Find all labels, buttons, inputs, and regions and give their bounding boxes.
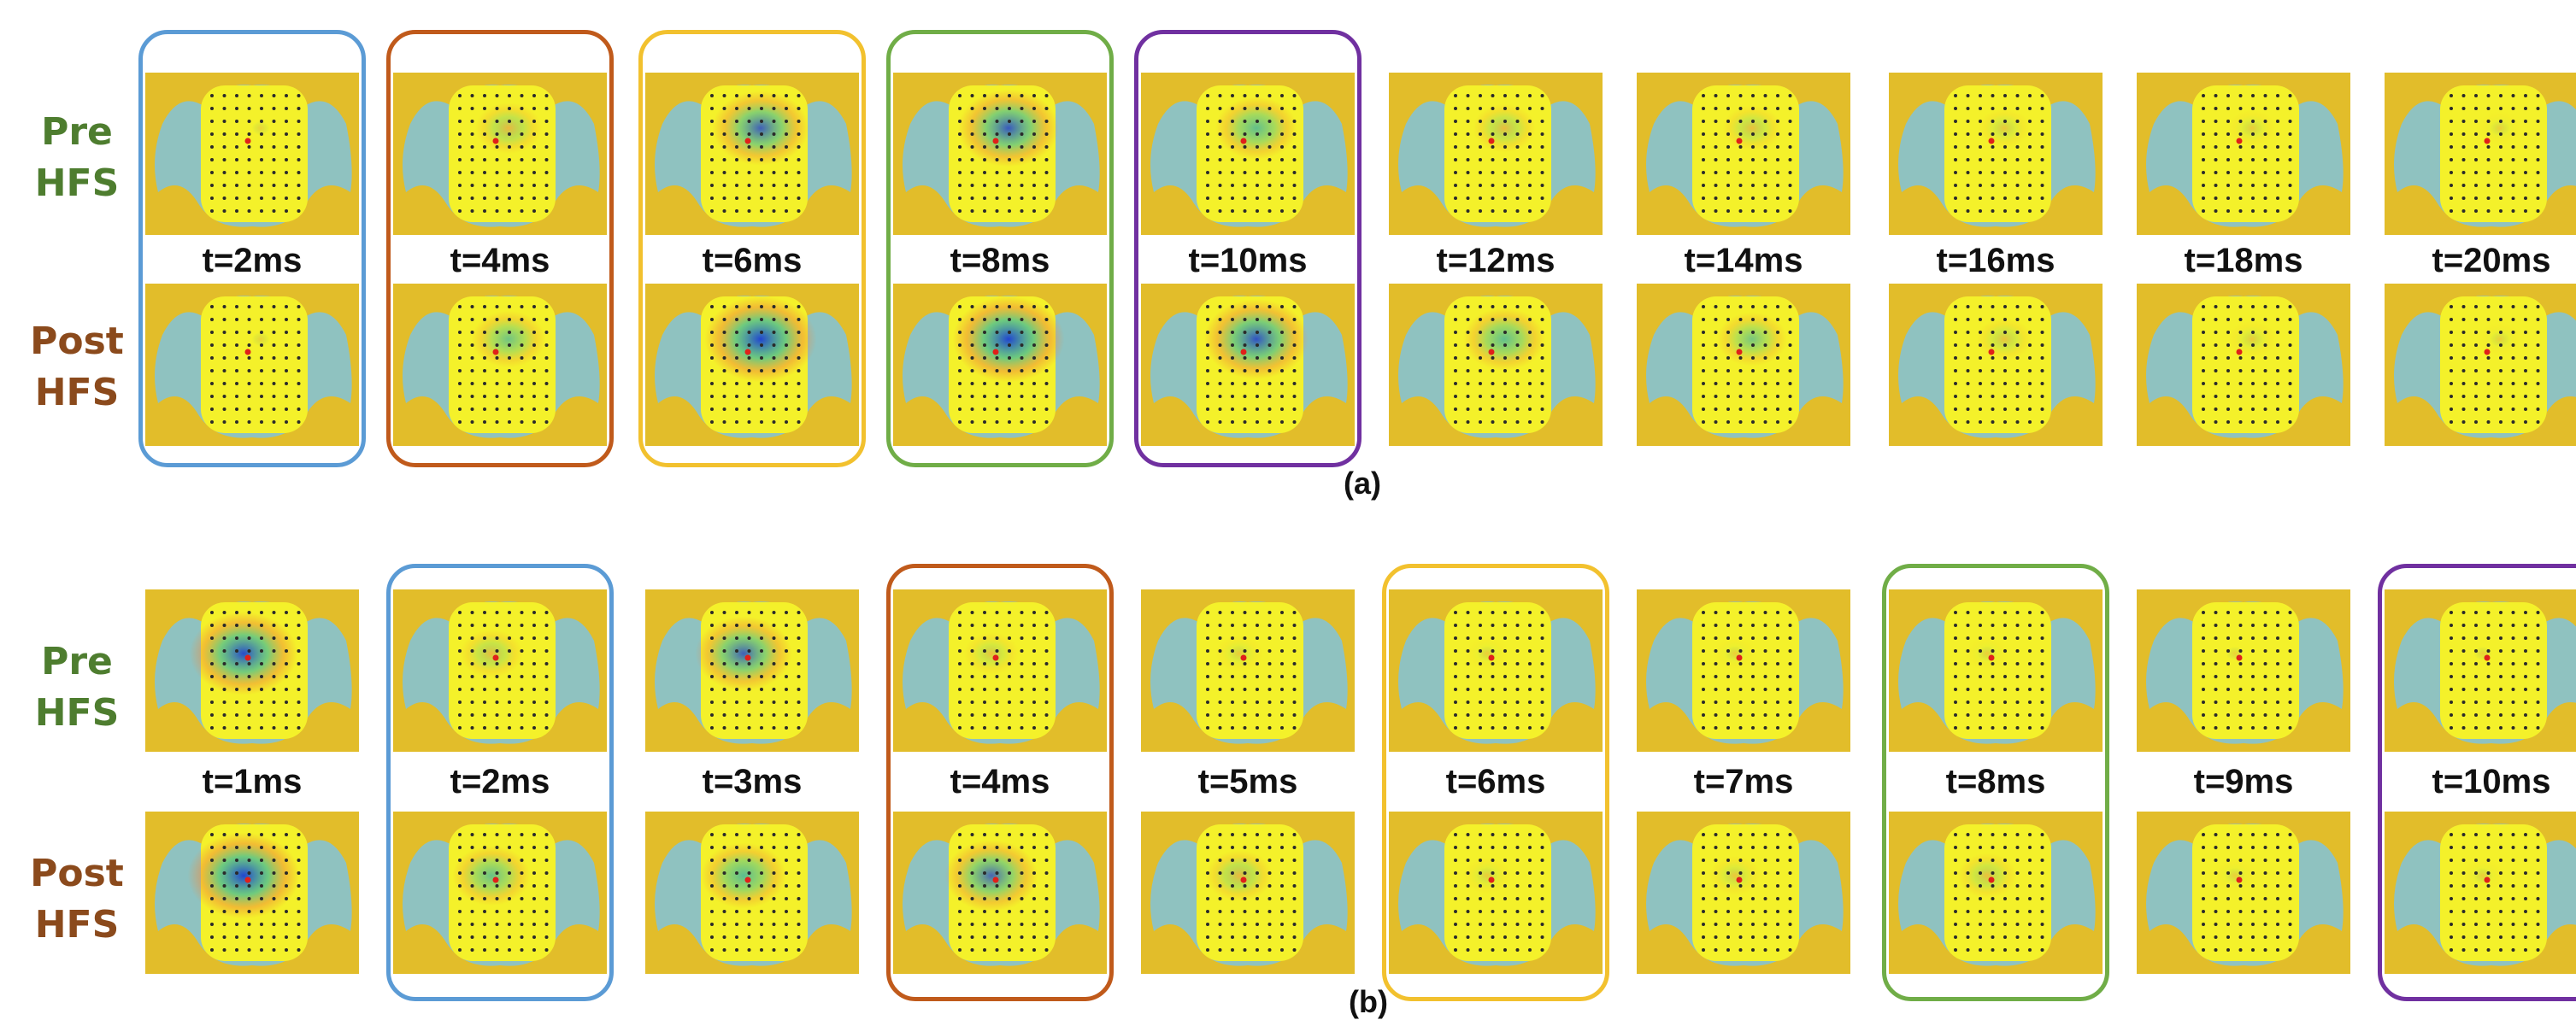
panel-a-post-label: Post HFS [17,316,137,419]
time-label: t=8ms [950,242,1050,279]
pre-label-line1: Pre [41,110,113,154]
pre-label-line2: HFS [34,161,120,205]
heatmap-tile [645,589,859,752]
time-label: t=10ms [1188,242,1308,279]
time-label: t=5ms [1197,763,1298,800]
heatmap-tile [1637,812,1850,974]
highlight-box [2378,564,2576,1001]
time-label: t=20ms [2432,242,2551,279]
time-label: t=12ms [1436,242,1556,279]
heatmap-tile [893,73,1107,235]
time-label: t=7ms [1693,763,1794,800]
heatmap-tile [393,284,607,446]
heatmap-tile [645,73,859,235]
heatmap-tile [1889,812,2103,974]
time-label: t=9ms [2193,763,2294,800]
post-label-line2: HFS [34,371,120,414]
heatmap-tile [2137,812,2350,974]
time-label: t=2ms [202,242,303,279]
panel-a-label: (a) [1344,466,1381,501]
heatmap-tile [1637,589,1850,752]
heatmap-tile [1141,589,1355,752]
heatmap-tile [145,73,359,235]
heatmap-tile [645,812,859,974]
time-label: t=4ms [950,763,1050,800]
time-label: t=8ms [1945,763,2046,800]
heatmap-tile [1389,812,1603,974]
highlight-box [1382,564,1609,1001]
time-label: t=18ms [2184,242,2303,279]
heatmap-tile [1889,589,2103,752]
post-label-line2: HFS [34,903,120,947]
heatmap-tile [893,589,1107,752]
highlight-box [138,30,366,467]
time-label: t=3ms [702,763,803,800]
highlight-box [886,564,1114,1001]
time-label: t=10ms [2432,763,2551,800]
highlight-box [638,30,866,467]
time-label: t=14ms [1684,242,1803,279]
heatmap-tile [1889,73,2103,235]
heatmap-tile [393,589,607,752]
heatmap-tile [645,284,859,446]
heatmap-tile [1389,284,1603,446]
heatmap-tile [393,812,607,974]
heatmap-tile [1141,284,1355,446]
heatmap-tile [1637,284,1850,446]
heatmap-tile [2385,812,2576,974]
pre-label-line1: Pre [41,640,113,683]
heatmap-tile [893,812,1107,974]
time-label: t=4ms [450,242,550,279]
highlight-box [386,564,614,1001]
heatmap-tile [145,589,359,752]
post-label-line1: Post [30,852,124,895]
time-label: t=2ms [450,763,550,800]
heatmap-tile [1889,284,2103,446]
heatmap-tile [2137,589,2350,752]
time-label: t=1ms [202,763,303,800]
highlight-box [1882,564,2109,1001]
heatmap-tile [1389,589,1603,752]
highlight-box [386,30,614,467]
time-label: t=6ms [702,242,803,279]
heatmap-tile [2137,73,2350,235]
heatmap-tile [1141,73,1355,235]
heatmap-tile [145,284,359,446]
highlight-box [886,30,1114,467]
heatmap-tile [2385,589,2576,752]
heatmap-tile [393,73,607,235]
panel-b-post-label: Post HFS [17,848,137,951]
heatmap-tile [893,284,1107,446]
heatmap-tile [2385,73,2576,235]
panel-b-pre-label: Pre HFS [17,636,137,739]
time-label: t=16ms [1936,242,2056,279]
panel-a-pre-label: Pre HFS [17,107,137,209]
time-label: t=6ms [1445,763,1546,800]
post-label-line1: Post [30,319,124,363]
heatmap-tile [1389,73,1603,235]
panel-b-label: (b) [1349,984,1388,1019]
pre-label-line2: HFS [34,691,120,735]
heatmap-tile [1141,812,1355,974]
heatmap-tile [2385,284,2576,446]
highlight-box [1134,30,1362,467]
heatmap-tile [145,812,359,974]
heatmap-tile [1637,73,1850,235]
heatmap-tile [2137,284,2350,446]
